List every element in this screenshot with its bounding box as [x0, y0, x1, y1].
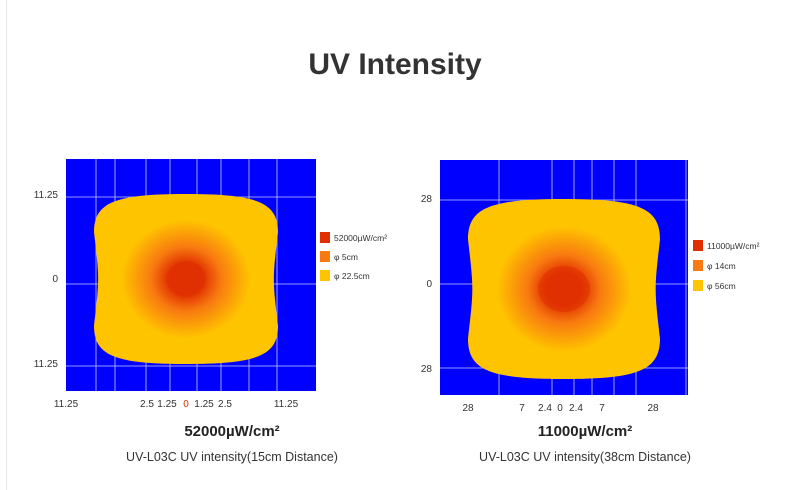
x-tick-label: 1.25: [157, 399, 177, 410]
y-tick-label: 0: [426, 279, 432, 290]
y-tick-label: 11.25: [34, 190, 59, 201]
x-tick-label: 28: [647, 403, 659, 414]
page-border: [6, 0, 7, 490]
intensity-peak: [538, 266, 590, 312]
legend-swatch: [320, 232, 330, 243]
y-tick-label: 28: [421, 194, 433, 205]
intensity-peak: [166, 261, 206, 297]
y-tick-label: 11.25: [34, 359, 59, 370]
x-tick-label: 1.25: [194, 399, 214, 410]
legend-label: φ 22.5cm: [334, 271, 370, 281]
legend-label: φ 14cm: [707, 261, 736, 271]
legend-label: φ 56cm: [707, 281, 736, 291]
x-tick-label: 0: [183, 399, 189, 410]
x-tick-label: 2.5: [140, 399, 154, 410]
x-tick-label: 0: [557, 403, 563, 414]
chart-caption: UV-L03C UV intensity(38cm Distance): [479, 450, 691, 464]
chart-peak-value: 52000µW/cm²: [184, 423, 280, 440]
x-tick-label: 11.25: [274, 399, 299, 410]
chart-panel-38cm: 28 0 28 28 7 2.4 0 2.4 7 28 11000µW/cm² φ 14cm φ 56c…: [410, 150, 770, 480]
chart-peak-value: 11000µW/cm²: [537, 423, 633, 440]
y-tick-label: 28: [421, 364, 433, 375]
legend-label: 52000µW/cm²: [334, 233, 387, 243]
x-tick-label: 11.25: [54, 399, 79, 410]
x-tick-label: 2.4: [538, 403, 552, 414]
legend-swatch: [693, 240, 703, 251]
page-title: UV Intensity: [308, 48, 482, 81]
x-tick-label: 2.4: [569, 403, 583, 414]
legend-swatch: [320, 270, 330, 281]
x-tick-label: 2.5: [218, 399, 232, 410]
chart-panel-15cm: 11.25 0 11.25 11.25 2.5 1.25 0 1.25 2.5 11.25 5200…: [30, 150, 390, 480]
x-tick-label: 28: [462, 403, 474, 414]
y-tick-label: 0: [52, 274, 58, 285]
legend-label: φ 5cm: [334, 252, 358, 262]
x-tick-label: 7: [599, 403, 605, 414]
legend-swatch: [693, 280, 703, 291]
legend: 52000µW/cm² φ 5cm φ 22.5cm: [320, 232, 387, 281]
legend-swatch: [693, 260, 703, 271]
legend-label: 11000µW/cm²: [707, 241, 760, 251]
x-tick-label: 7: [519, 403, 525, 414]
legend-swatch: [320, 251, 330, 262]
legend: 11000µW/cm² φ 14cm φ 56cm: [693, 240, 760, 291]
chart-caption: UV-L03C UV intensity(15cm Distance): [126, 450, 338, 464]
uv-heatmap-38cm: 28 0 28 28 7 2.4 0 2.4 7 28 11000µW/cm² φ 14cm φ 56c…: [421, 160, 760, 414]
